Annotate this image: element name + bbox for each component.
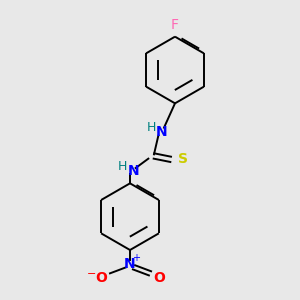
Text: O: O <box>95 271 107 285</box>
Text: −: − <box>87 269 97 279</box>
Text: N: N <box>124 257 136 271</box>
Text: S: S <box>178 152 188 166</box>
Text: H: H <box>147 121 156 134</box>
Text: F: F <box>171 18 179 32</box>
Text: N: N <box>156 125 167 139</box>
Text: O: O <box>153 271 165 285</box>
Text: +: + <box>132 253 140 263</box>
Text: H: H <box>118 160 127 173</box>
Text: N: N <box>128 164 139 178</box>
